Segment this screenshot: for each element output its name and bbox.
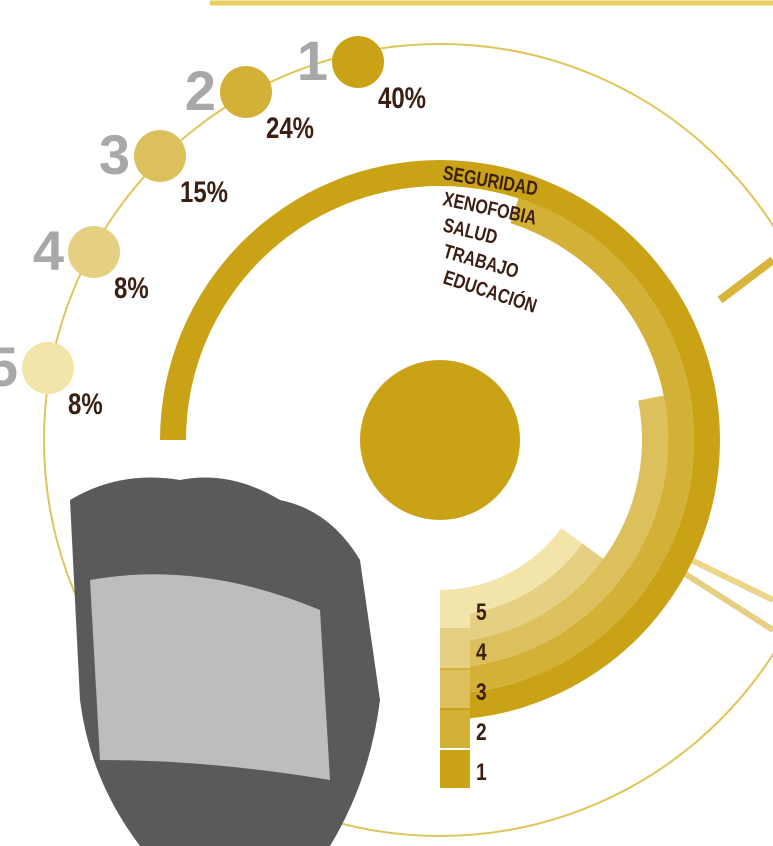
- legend-swatch: [440, 670, 470, 708]
- rank-number: 3: [99, 123, 130, 186]
- rank-number: 1: [297, 29, 328, 92]
- page: SEGURIDAD1XENOFOBIA2SALUD3TRABAJO4EDUCAC…: [0, 0, 773, 846]
- center-disc: [360, 360, 520, 520]
- rank-number: 4: [33, 219, 64, 282]
- legend-swatch: [440, 590, 470, 628]
- legend-rank: 3: [476, 678, 487, 706]
- category-icon: [332, 36, 384, 88]
- value-label: 40%: [378, 80, 426, 114]
- legend-rank: 5: [476, 598, 487, 626]
- category-icon: [220, 66, 272, 118]
- value-label: 8%: [114, 270, 149, 304]
- legend-rank: 1: [476, 758, 487, 786]
- category-icon: [134, 130, 186, 182]
- pointer: [720, 260, 773, 300]
- legend-rank: 2: [476, 718, 487, 746]
- legend-swatch: [440, 630, 470, 668]
- photo-placeholder: [70, 478, 380, 846]
- legend-rank: 4: [476, 638, 487, 666]
- legend-swatch: [440, 750, 470, 788]
- rank-number: 5: [0, 335, 18, 398]
- category-icon: [68, 226, 120, 278]
- legend-swatch: [440, 710, 470, 748]
- rank-number: 2: [185, 59, 216, 122]
- category-icon: [22, 342, 74, 394]
- value-label: 24%: [266, 110, 314, 144]
- value-label: 15%: [180, 174, 228, 208]
- chart: SEGURIDAD1XENOFOBIA2SALUD3TRABAJO4EDUCAC…: [0, 0, 773, 846]
- value-label: 8%: [68, 386, 103, 420]
